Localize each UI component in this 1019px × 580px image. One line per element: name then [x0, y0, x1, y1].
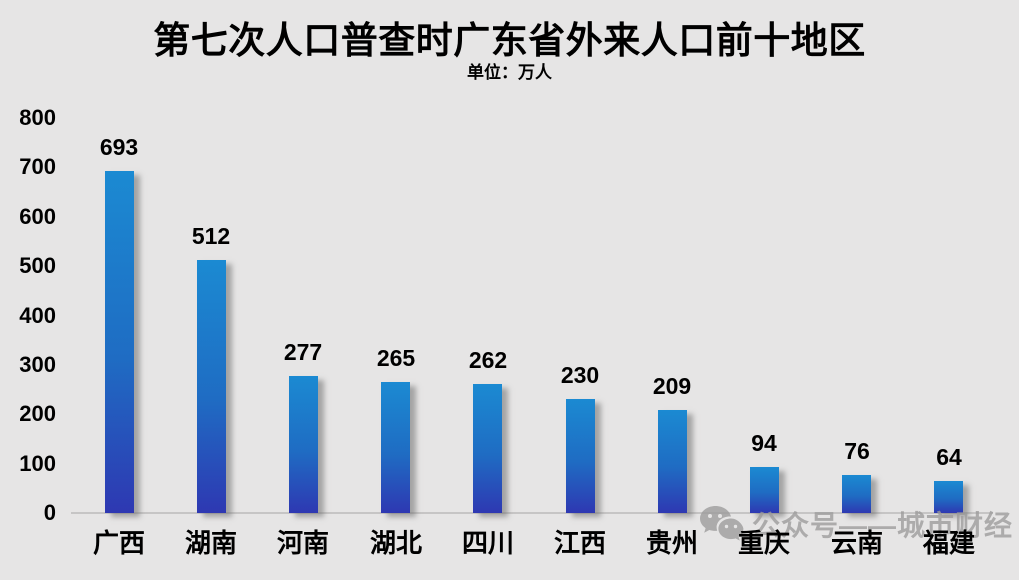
watermark-text: 公众号——城市财经 [752, 510, 1014, 541]
bar-value-label: 693 [99, 134, 139, 160]
bar-江西 [566, 399, 595, 513]
y-axis-tick-label: 400 [19, 302, 56, 328]
bar-value-label: 512 [191, 223, 231, 249]
x-axis-label-江西: 江西 [553, 528, 606, 558]
bar-湖南 [197, 260, 226, 513]
y-axis-tick-label: 200 [19, 401, 56, 427]
y-axis-tick-label: 300 [19, 351, 56, 377]
x-axis-label-贵州: 贵州 [645, 528, 698, 558]
y-axis-tick-label: 100 [19, 450, 56, 476]
x-axis-label-云南: 云南 [830, 528, 883, 558]
bar-value-label: 262 [468, 347, 508, 373]
bar-value-label: 64 [936, 444, 962, 470]
bar-重庆 [750, 467, 779, 513]
bar-广西 [105, 171, 134, 513]
wechat-icon [700, 506, 744, 541]
bar-福建 [934, 481, 963, 513]
bar-四川 [473, 384, 502, 513]
x-axis-label-福建: 福建 [922, 528, 975, 558]
bar-value-label: 209 [652, 373, 692, 399]
bar-河南 [289, 376, 318, 513]
y-axis-tick-label: 0 [43, 500, 56, 525]
bar-value-label: 277 [283, 339, 323, 365]
chart-subtitle: 单位：万人 [467, 63, 552, 82]
bar-湖北 [381, 382, 410, 513]
chart-title: 第七次人口普查时广东省外来人口前十地区 [153, 20, 866, 61]
watermark: 公众号——城市财经 [698, 504, 1013, 544]
x-axis-label-广西: 广西 [92, 528, 145, 558]
x-axis-label-四川: 四川 [461, 528, 514, 558]
y-axis-tick-label: 700 [19, 154, 56, 180]
bar-value-label: 265 [376, 345, 416, 371]
bar-value-label: 76 [844, 438, 870, 464]
y-axis-tick-label: 500 [19, 253, 56, 279]
bar-value-label: 94 [751, 430, 777, 456]
y-axis-tick-label: 800 [19, 105, 56, 130]
bar-云南 [842, 475, 871, 513]
x-axis-label-湖北: 湖北 [369, 528, 422, 558]
bar-贵州 [658, 410, 687, 513]
x-axis-label-河南: 河南 [276, 528, 329, 558]
bar-value-label: 230 [560, 362, 600, 388]
x-axis-label-湖南: 湖南 [184, 528, 237, 558]
y-axis-tick-label: 600 [19, 203, 56, 229]
x-axis-label-重庆: 重庆 [737, 528, 790, 558]
x-axis-line [71, 512, 993, 514]
